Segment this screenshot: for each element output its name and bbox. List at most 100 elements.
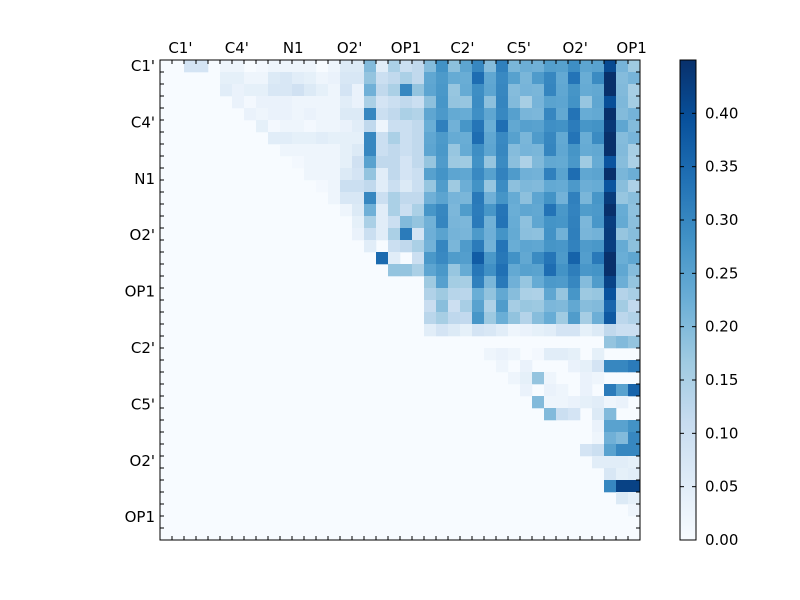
heatmap-cell	[496, 348, 509, 361]
heatmap-cell	[544, 84, 557, 97]
heatmap-cell	[544, 288, 557, 301]
heatmap-cell	[460, 324, 473, 337]
heatmap-cell	[376, 120, 389, 133]
heatmap-cell	[628, 480, 641, 493]
heatmap-cell	[460, 192, 473, 205]
heatmap-cell	[484, 72, 497, 85]
heatmap-cell	[508, 228, 521, 241]
heatmap-cell	[376, 168, 389, 181]
heatmap-cell	[472, 156, 485, 169]
heatmap-cell	[256, 84, 269, 97]
heatmap-cell	[424, 264, 437, 277]
heatmap-cell	[508, 264, 521, 277]
heatmap-cell	[196, 60, 209, 73]
heatmap-cell	[340, 72, 353, 85]
heatmap-cell	[628, 300, 641, 313]
colorbar-tick-label: 0.25	[705, 264, 738, 282]
heatmap-cell	[460, 168, 473, 181]
heatmap-cell	[616, 252, 629, 265]
heatmap-cell	[484, 288, 497, 301]
heatmap-cell	[592, 72, 605, 85]
heatmap-cell	[484, 168, 497, 181]
heatmap-cell	[340, 96, 353, 109]
heatmap-cell	[520, 384, 533, 397]
heatmap-cell	[352, 144, 365, 157]
heatmap-cell	[592, 324, 605, 337]
heatmap-cell	[304, 108, 317, 121]
heatmap-cell	[436, 288, 449, 301]
heatmap-cell	[376, 180, 389, 193]
heatmap-cell	[628, 288, 641, 301]
heatmap-cell	[556, 252, 569, 265]
heatmap-cell	[592, 204, 605, 217]
heatmap-cell	[328, 72, 341, 85]
heatmap-cell	[580, 204, 593, 217]
heatmap-cell	[364, 204, 377, 217]
heatmap-cell	[520, 252, 533, 265]
heatmap-cell	[544, 228, 557, 241]
heatmap-cell	[544, 192, 557, 205]
heatmap-cell	[364, 156, 377, 169]
heatmap-cell	[532, 348, 545, 361]
heatmap-cell	[604, 324, 617, 337]
heatmap-cell	[184, 60, 197, 73]
heatmap-cell	[424, 120, 437, 133]
heatmap-cell	[628, 264, 641, 277]
heatmap-cell	[508, 372, 521, 385]
heatmap-cell	[472, 168, 485, 181]
heatmap-cell	[340, 60, 353, 73]
heatmap-cell	[340, 132, 353, 145]
heatmap-cell	[508, 252, 521, 265]
heatmap-cell	[568, 192, 581, 205]
heatmap-cell	[484, 204, 497, 217]
heatmap-cell	[508, 72, 521, 85]
heatmap-cell	[592, 180, 605, 193]
heatmap-cell	[616, 384, 629, 397]
heatmap-cell	[388, 120, 401, 133]
heatmap-cell	[376, 84, 389, 97]
heatmap-cell	[388, 228, 401, 241]
colorbar-tick-label: 0.20	[705, 318, 738, 336]
heatmap-cell	[520, 144, 533, 157]
heatmap-cell	[448, 72, 461, 85]
heatmap-cell	[580, 180, 593, 193]
heatmap-cell	[472, 60, 485, 73]
heatmap-cell	[508, 300, 521, 313]
heatmap-cell	[400, 72, 413, 85]
colorbar-tick-label: 0.05	[705, 478, 738, 496]
heatmap-cell	[604, 312, 617, 325]
heatmap-cell	[244, 84, 257, 97]
x-tick-label: N1	[283, 39, 304, 57]
heatmap-cell	[616, 288, 629, 301]
heatmap-cell	[472, 204, 485, 217]
heatmap-cell	[508, 168, 521, 181]
colorbar-tick-label: 0.40	[705, 104, 738, 122]
heatmap-cell	[508, 84, 521, 97]
heatmap-cell	[292, 132, 305, 145]
heatmap-cell	[328, 132, 341, 145]
heatmap-cell	[616, 432, 629, 445]
heatmap-cell	[340, 156, 353, 169]
heatmap-cell	[508, 312, 521, 325]
heatmap-cell	[400, 156, 413, 169]
heatmap-cell	[556, 156, 569, 169]
heatmap-cell	[448, 132, 461, 145]
heatmap-cell	[448, 324, 461, 337]
heatmap-cell	[604, 240, 617, 253]
heatmap-cell	[292, 84, 305, 97]
heatmap-cell	[232, 96, 245, 109]
heatmap-cell	[340, 192, 353, 205]
heatmap-cell	[340, 120, 353, 133]
heatmap-cell	[388, 72, 401, 85]
heatmap-cell	[388, 156, 401, 169]
heatmap-cell	[604, 264, 617, 277]
heatmap-cell	[472, 324, 485, 337]
heatmap-cell	[532, 276, 545, 289]
heatmap-cell	[304, 132, 317, 145]
heatmap-cell	[484, 252, 497, 265]
heatmap-cell	[268, 96, 281, 109]
heatmap-cell	[412, 108, 425, 121]
heatmap-cell	[520, 84, 533, 97]
heatmap-cell	[568, 60, 581, 73]
heatmap-cell	[604, 468, 617, 481]
